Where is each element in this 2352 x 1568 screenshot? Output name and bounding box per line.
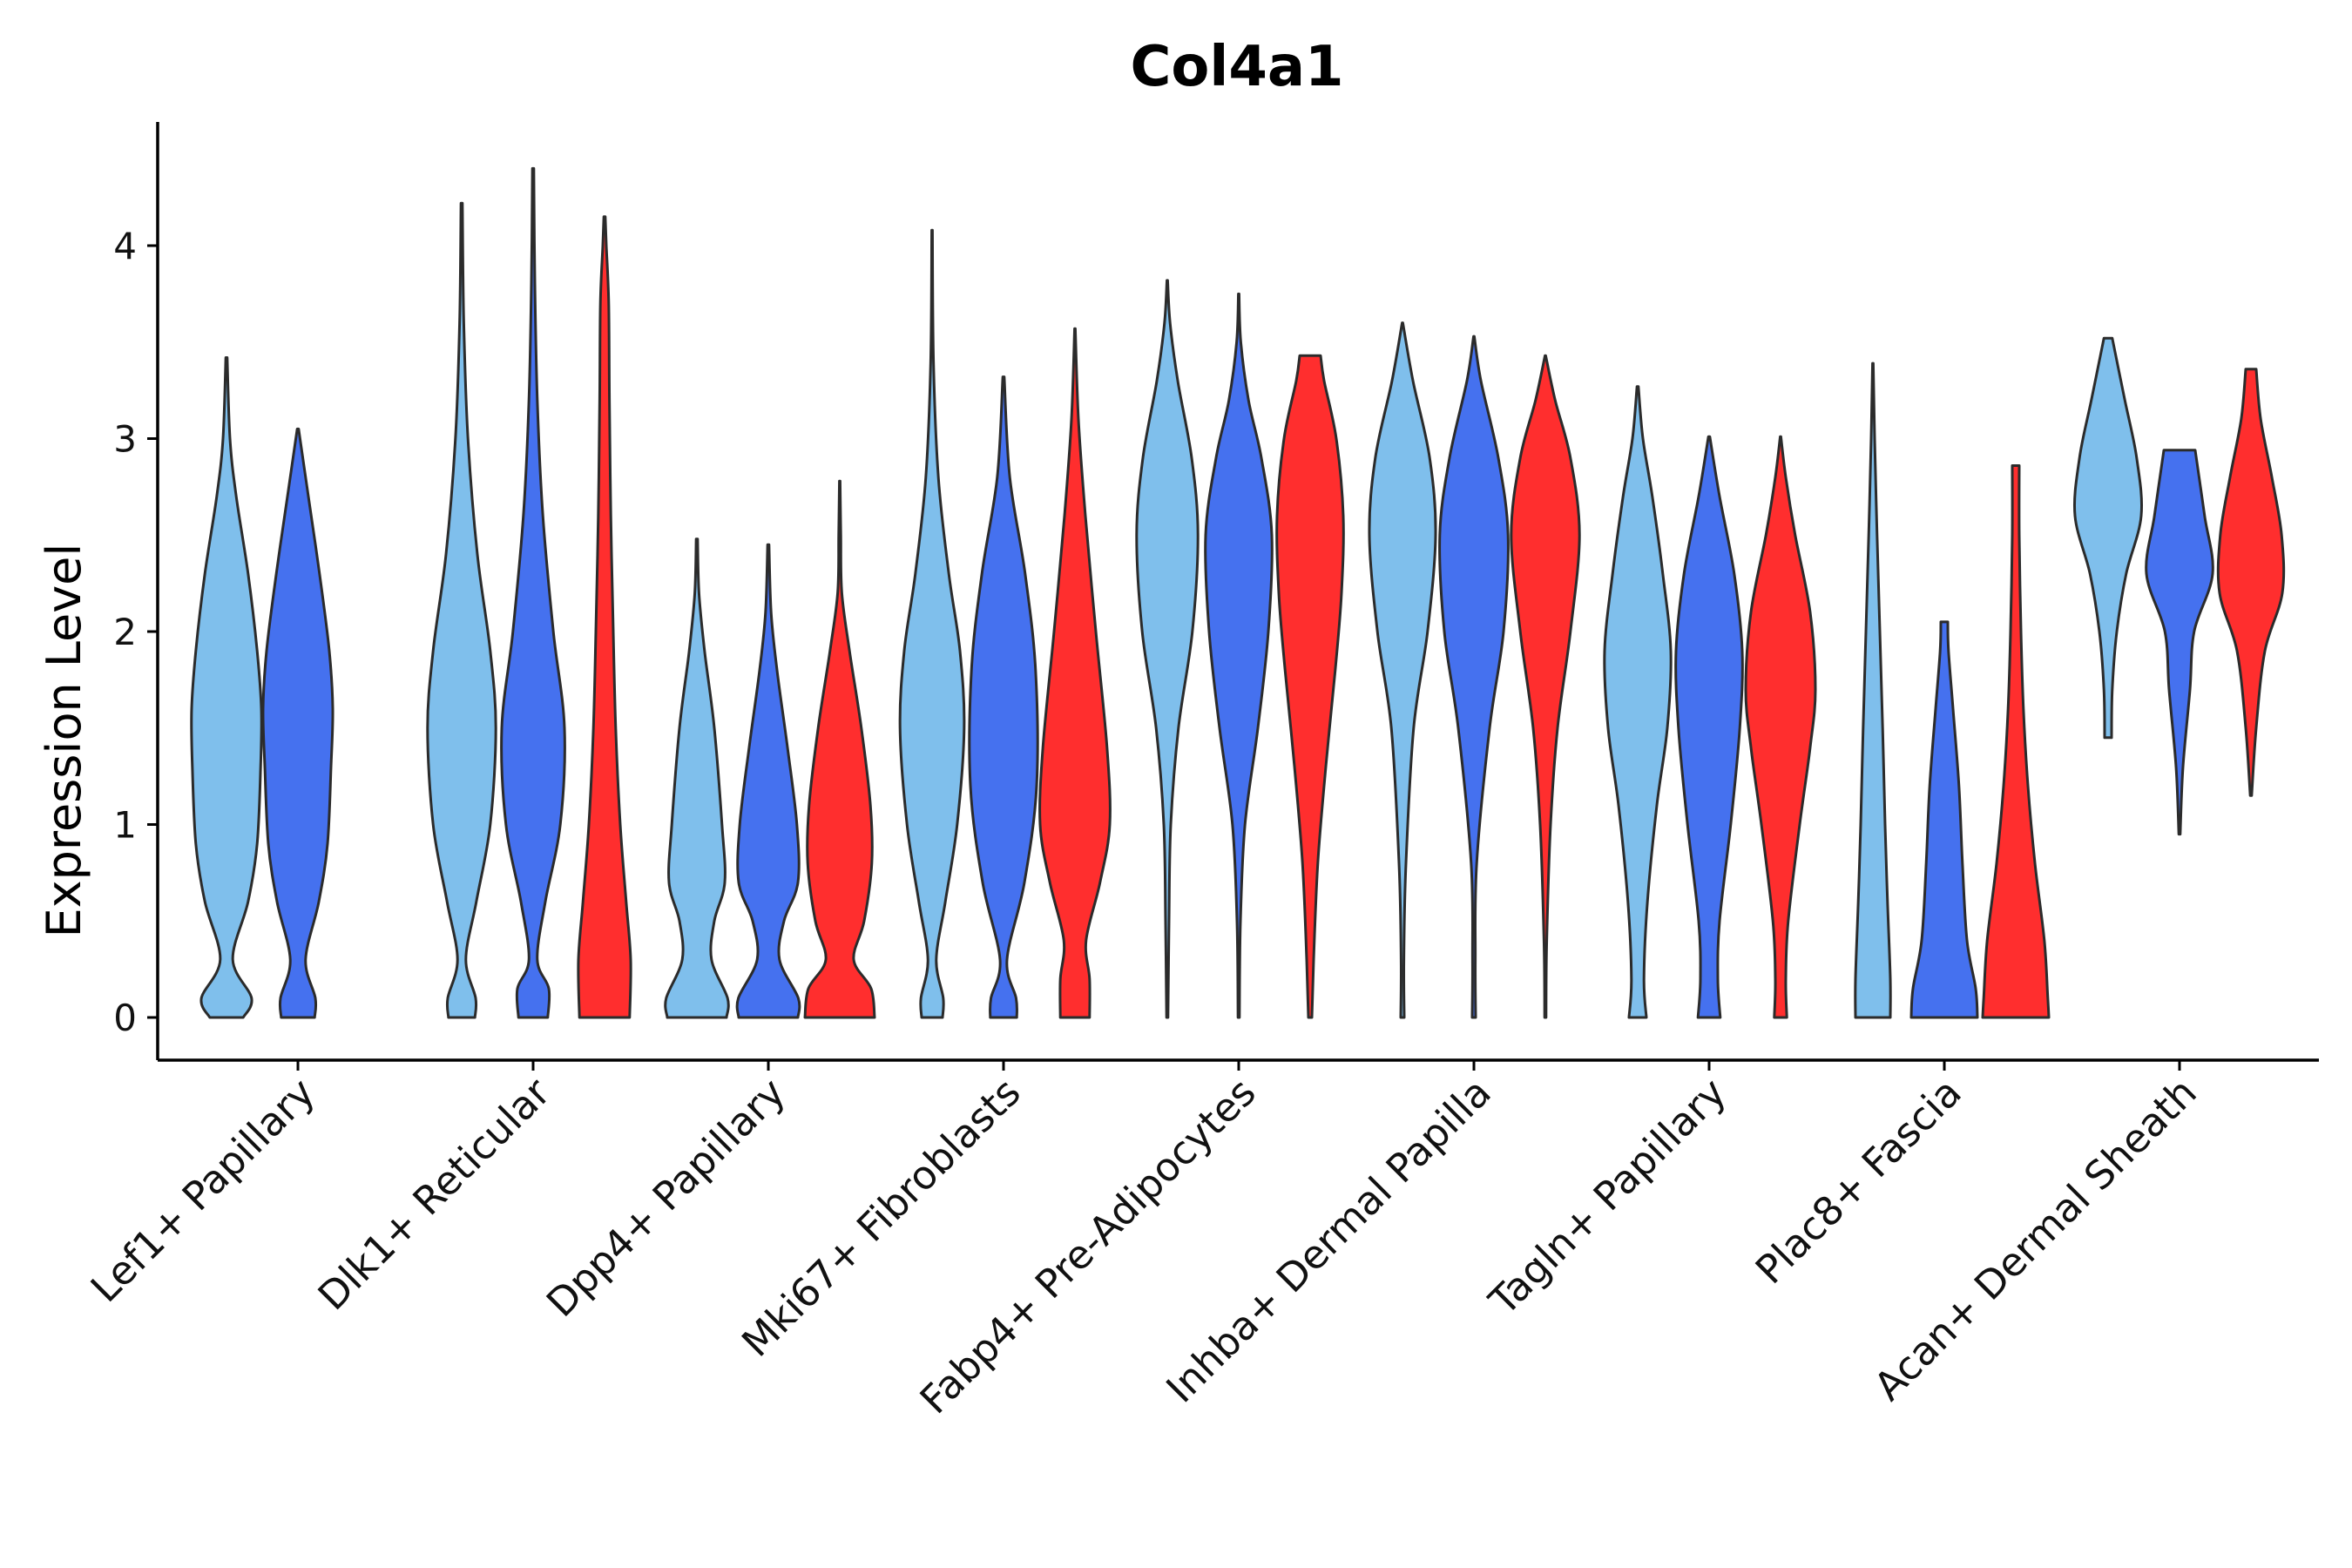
violin-6-1 [1368,321,1437,1019]
y-tick-label: 0 [113,997,137,1039]
violin-4-3 [1038,327,1112,1019]
y-tick-label: 4 [113,225,137,267]
violin-1-1 [190,356,263,1019]
violin-9-1 [2072,336,2144,740]
violin-layer [190,166,2286,1019]
x-tick-label: Dpp4+ Papillary [537,1069,794,1326]
violin-2-2 [500,166,566,1019]
violin-2-1 [426,201,497,1019]
violin-3-1 [664,537,730,1019]
violin-1-2 [261,427,335,1019]
x-tick-label: Tagln+ Papillary [1480,1069,1735,1324]
violin-5-2 [1204,292,1274,1019]
violin-9-3 [2216,368,2286,797]
violin-5-3 [1275,354,1345,1019]
violin-9-2 [2145,449,2214,836]
violin-3-3 [803,479,876,1019]
y-tick-label: 1 [113,804,137,847]
violin-8-3 [1981,464,2051,1019]
x-tick-label: Lef1+ Papillary [82,1069,324,1311]
violin-6-2 [1438,335,1510,1019]
violin-4-2 [968,375,1039,1019]
violin-6-3 [1510,354,1581,1019]
violin-8-1 [1854,362,1892,1019]
y-tick-label: 3 [113,418,137,461]
y-axis-label: Expression Level [37,544,91,938]
y-ticks: 0 1 2 3 4 [113,225,158,1039]
violin-4-1 [898,228,966,1019]
x-tick-label: Dlk1+ Reticular [309,1069,559,1319]
violin-7-3 [1744,435,1817,1019]
violin-7-1 [1603,385,1673,1019]
x-tick-label: Plac8+ Fascia [1747,1069,1970,1293]
chart-title: Col4a1 [1130,35,1343,99]
violin-5-1 [1135,279,1200,1019]
violin-7-2 [1674,435,1744,1019]
y-tick-label: 2 [113,611,137,653]
violin-3-2 [735,543,801,1019]
violin-2-3 [577,215,632,1019]
violin-8-2 [1909,620,1979,1019]
